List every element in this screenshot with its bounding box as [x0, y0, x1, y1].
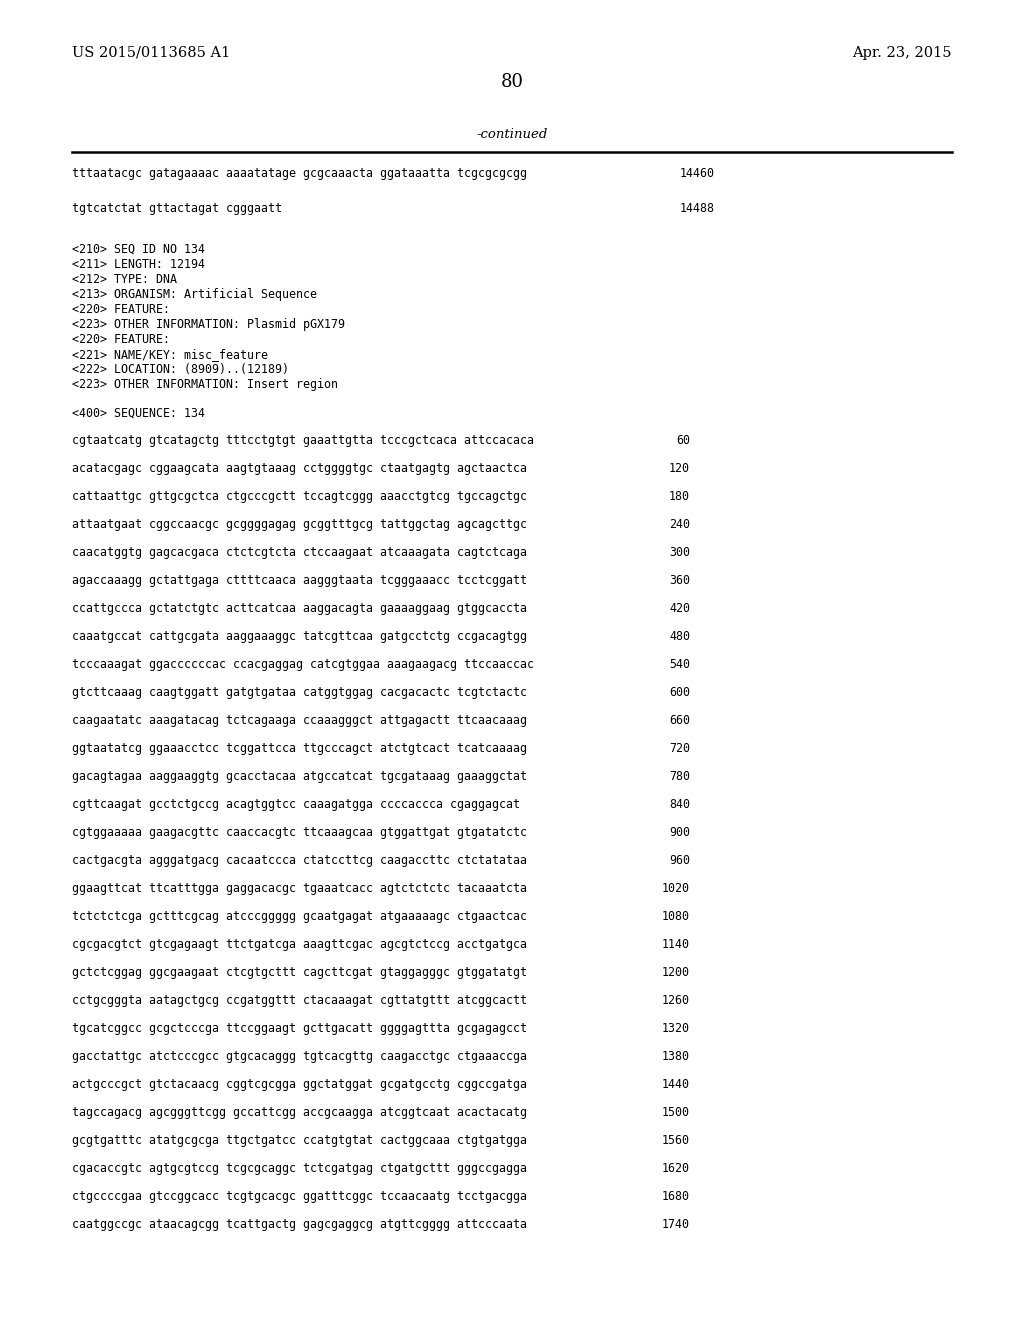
Text: 540: 540 [669, 657, 690, 671]
Text: 780: 780 [669, 770, 690, 783]
Text: ccattgccca gctatctgtc acttcatcaa aaggacagta gaaaaggaag gtggcaccta: ccattgccca gctatctgtc acttcatcaa aaggaca… [72, 602, 527, 615]
Text: 1080: 1080 [662, 909, 690, 923]
Text: 1140: 1140 [662, 939, 690, 950]
Text: 60: 60 [676, 434, 690, 447]
Text: 14460: 14460 [680, 168, 715, 180]
Text: 1620: 1620 [662, 1162, 690, 1175]
Text: caagaatatc aaagatacag tctcagaaga ccaaagggct attgagactt ttcaacaaag: caagaatatc aaagatacag tctcagaaga ccaaagg… [72, 714, 527, 727]
Text: 840: 840 [669, 799, 690, 810]
Text: tttaatacgc gatagaaaac aaaatatage gcgcaaacta ggataaatta tcgcgcgcgg: tttaatacgc gatagaaaac aaaatatage gcgcaaa… [72, 168, 527, 180]
Text: cgtaatcatg gtcatagctg tttcctgtgt gaaattgtta tcccgctcaca attccacaca: cgtaatcatg gtcatagctg tttcctgtgt gaaattg… [72, 434, 534, 447]
Text: 960: 960 [669, 854, 690, 867]
Text: cgttcaagat gcctctgccg acagtggtcc caaagatgga ccccaccca cgaggagcat: cgttcaagat gcctctgccg acagtggtcc caaagat… [72, 799, 520, 810]
Text: 420: 420 [669, 602, 690, 615]
Text: 14488: 14488 [680, 202, 715, 215]
Text: 180: 180 [669, 490, 690, 503]
Text: 600: 600 [669, 686, 690, 700]
Text: cattaattgc gttgcgctca ctgcccgctt tccagtcggg aaacctgtcg tgccagctgc: cattaattgc gttgcgctca ctgcccgctt tccagtc… [72, 490, 527, 503]
Text: tcccaaagat ggaccccccac ccacgaggag catcgtggaa aaagaagacg ttccaaccac: tcccaaagat ggaccccccac ccacgaggag catcgt… [72, 657, 534, 671]
Text: 900: 900 [669, 826, 690, 840]
Text: ctgccccgaa gtccggcacc tcgtgcacgc ggatttcggc tccaacaatg tcctgacgga: ctgccccgaa gtccggcacc tcgtgcacgc ggatttc… [72, 1191, 527, 1203]
Text: <213> ORGANISM: Artificial Sequence: <213> ORGANISM: Artificial Sequence [72, 288, 317, 301]
Text: caacatggtg gagcacgaca ctctcgtcta ctccaagaat atcaaagata cagtctcaga: caacatggtg gagcacgaca ctctcgtcta ctccaag… [72, 546, 527, 558]
Text: 120: 120 [669, 462, 690, 475]
Text: 1260: 1260 [662, 994, 690, 1007]
Text: tgcatcggcc gcgctcccga ttccggaagt gcttgacatt ggggagttta gcgagagcct: tgcatcggcc gcgctcccga ttccggaagt gcttgac… [72, 1022, 527, 1035]
Text: cgtggaaaaa gaagacgttc caaccacgtc ttcaaagcaa gtggattgat gtgatatctc: cgtggaaaaa gaagacgttc caaccacgtc ttcaaag… [72, 826, 527, 840]
Text: tctctctcga gctttcgcag atcccggggg gcaatgagat atgaaaaagc ctgaactcac: tctctctcga gctttcgcag atcccggggg gcaatga… [72, 909, 527, 923]
Text: gtcttcaaag caagtggatt gatgtgataa catggtggag cacgacactc tcgtctactc: gtcttcaaag caagtggatt gatgtgataa catggtg… [72, 686, 527, 700]
Text: tagccagacg agcgggttcgg gccattcgg accgcaagga atcggtcaat acactacatg: tagccagacg agcgggttcgg gccattcgg accgcaa… [72, 1106, 527, 1119]
Text: <223> OTHER INFORMATION: Plasmid pGX179: <223> OTHER INFORMATION: Plasmid pGX179 [72, 318, 345, 331]
Text: 480: 480 [669, 630, 690, 643]
Text: 360: 360 [669, 574, 690, 587]
Text: cactgacgta agggatgacg cacaatccca ctatccttcg caagaccttc ctctatataa: cactgacgta agggatgacg cacaatccca ctatcct… [72, 854, 527, 867]
Text: 1020: 1020 [662, 882, 690, 895]
Text: gacagtagaa aaggaaggtg gcacctacaa atgccatcat tgcgataaag gaaaggctat: gacagtagaa aaggaaggtg gcacctacaa atgccat… [72, 770, 527, 783]
Text: ggaagttcat ttcatttgga gaggacacgc tgaaatcacc agtctctctc tacaaatcta: ggaagttcat ttcatttgga gaggacacgc tgaaatc… [72, 882, 527, 895]
Text: 1740: 1740 [662, 1218, 690, 1232]
Text: 300: 300 [669, 546, 690, 558]
Text: ggtaatatcg ggaaacctcc tcggattcca ttgcccagct atctgtcact tcatcaaaag: ggtaatatcg ggaaacctcc tcggattcca ttgccca… [72, 742, 527, 755]
Text: 720: 720 [669, 742, 690, 755]
Text: caaatgccat cattgcgata aaggaaaggc tatcgttcaa gatgcctctg ccgacagtgg: caaatgccat cattgcgata aaggaaaggc tatcgtt… [72, 630, 527, 643]
Text: -continued: -continued [476, 128, 548, 141]
Text: <211> LENGTH: 12194: <211> LENGTH: 12194 [72, 257, 205, 271]
Text: 80: 80 [501, 73, 523, 91]
Text: Apr. 23, 2015: Apr. 23, 2015 [853, 46, 952, 59]
Text: cgcgacgtct gtcgagaagt ttctgatcga aaagttcgac agcgtctccg acctgatgca: cgcgacgtct gtcgagaagt ttctgatcga aaagttc… [72, 939, 527, 950]
Text: gcgtgatttc atatgcgcga ttgctgatcc ccatgtgtat cactggcaaa ctgtgatgga: gcgtgatttc atatgcgcga ttgctgatcc ccatgtg… [72, 1134, 527, 1147]
Text: cgacaccgtc agtgcgtccg tcgcgcaggc tctcgatgag ctgatgcttt gggccgagga: cgacaccgtc agtgcgtccg tcgcgcaggc tctcgat… [72, 1162, 527, 1175]
Text: 1680: 1680 [662, 1191, 690, 1203]
Text: 1500: 1500 [662, 1106, 690, 1119]
Text: 1200: 1200 [662, 966, 690, 979]
Text: <220> FEATURE:: <220> FEATURE: [72, 333, 170, 346]
Text: <222> LOCATION: (8909)..(12189): <222> LOCATION: (8909)..(12189) [72, 363, 289, 376]
Text: 1380: 1380 [662, 1049, 690, 1063]
Text: 1440: 1440 [662, 1078, 690, 1092]
Text: gctctcggag ggcgaagaat ctcgtgcttt cagcttcgat gtaggagggc gtggatatgt: gctctcggag ggcgaagaat ctcgtgcttt cagcttc… [72, 966, 527, 979]
Text: 1320: 1320 [662, 1022, 690, 1035]
Text: actgcccgct gtctacaacg cggtcgcgga ggctatggat gcgatgcctg cggccgatga: actgcccgct gtctacaacg cggtcgcgga ggctatg… [72, 1078, 527, 1092]
Text: US 2015/0113685 A1: US 2015/0113685 A1 [72, 46, 230, 59]
Text: <400> SEQUENCE: 134: <400> SEQUENCE: 134 [72, 407, 205, 420]
Text: caatggccgc ataacagcgg tcattgactg gagcgaggcg atgttcgggg attcccaata: caatggccgc ataacagcgg tcattgactg gagcgag… [72, 1218, 527, 1232]
Text: <210> SEQ ID NO 134: <210> SEQ ID NO 134 [72, 243, 205, 256]
Text: <220> FEATURE:: <220> FEATURE: [72, 304, 170, 315]
Text: <223> OTHER INFORMATION: Insert region: <223> OTHER INFORMATION: Insert region [72, 378, 338, 391]
Text: <212> TYPE: DNA: <212> TYPE: DNA [72, 273, 177, 286]
Text: <221> NAME/KEY: misc_feature: <221> NAME/KEY: misc_feature [72, 348, 268, 360]
Text: 1560: 1560 [662, 1134, 690, 1147]
Text: tgtcatctat gttactagat cgggaatt: tgtcatctat gttactagat cgggaatt [72, 202, 282, 215]
Text: gacctattgc atctcccgcc gtgcacaggg tgtcacgttg caagacctgc ctgaaaccga: gacctattgc atctcccgcc gtgcacaggg tgtcacg… [72, 1049, 527, 1063]
Text: agaccaaagg gctattgaga cttttcaaca aagggtaata tcgggaaacc tcctcggatt: agaccaaagg gctattgaga cttttcaaca aagggta… [72, 574, 527, 587]
Text: 660: 660 [669, 714, 690, 727]
Text: cctgcgggta aatagctgcg ccgatggttt ctacaaagat cgttatgttt atcggcactt: cctgcgggta aatagctgcg ccgatggttt ctacaaa… [72, 994, 527, 1007]
Text: attaatgaat cggccaacgc gcggggagag gcggtttgcg tattggctag agcagcttgc: attaatgaat cggccaacgc gcggggagag gcggttt… [72, 517, 527, 531]
Text: acatacgagc cggaagcata aagtgtaaag cctggggtgc ctaatgagtg agctaactca: acatacgagc cggaagcata aagtgtaaag cctgggg… [72, 462, 527, 475]
Text: 240: 240 [669, 517, 690, 531]
